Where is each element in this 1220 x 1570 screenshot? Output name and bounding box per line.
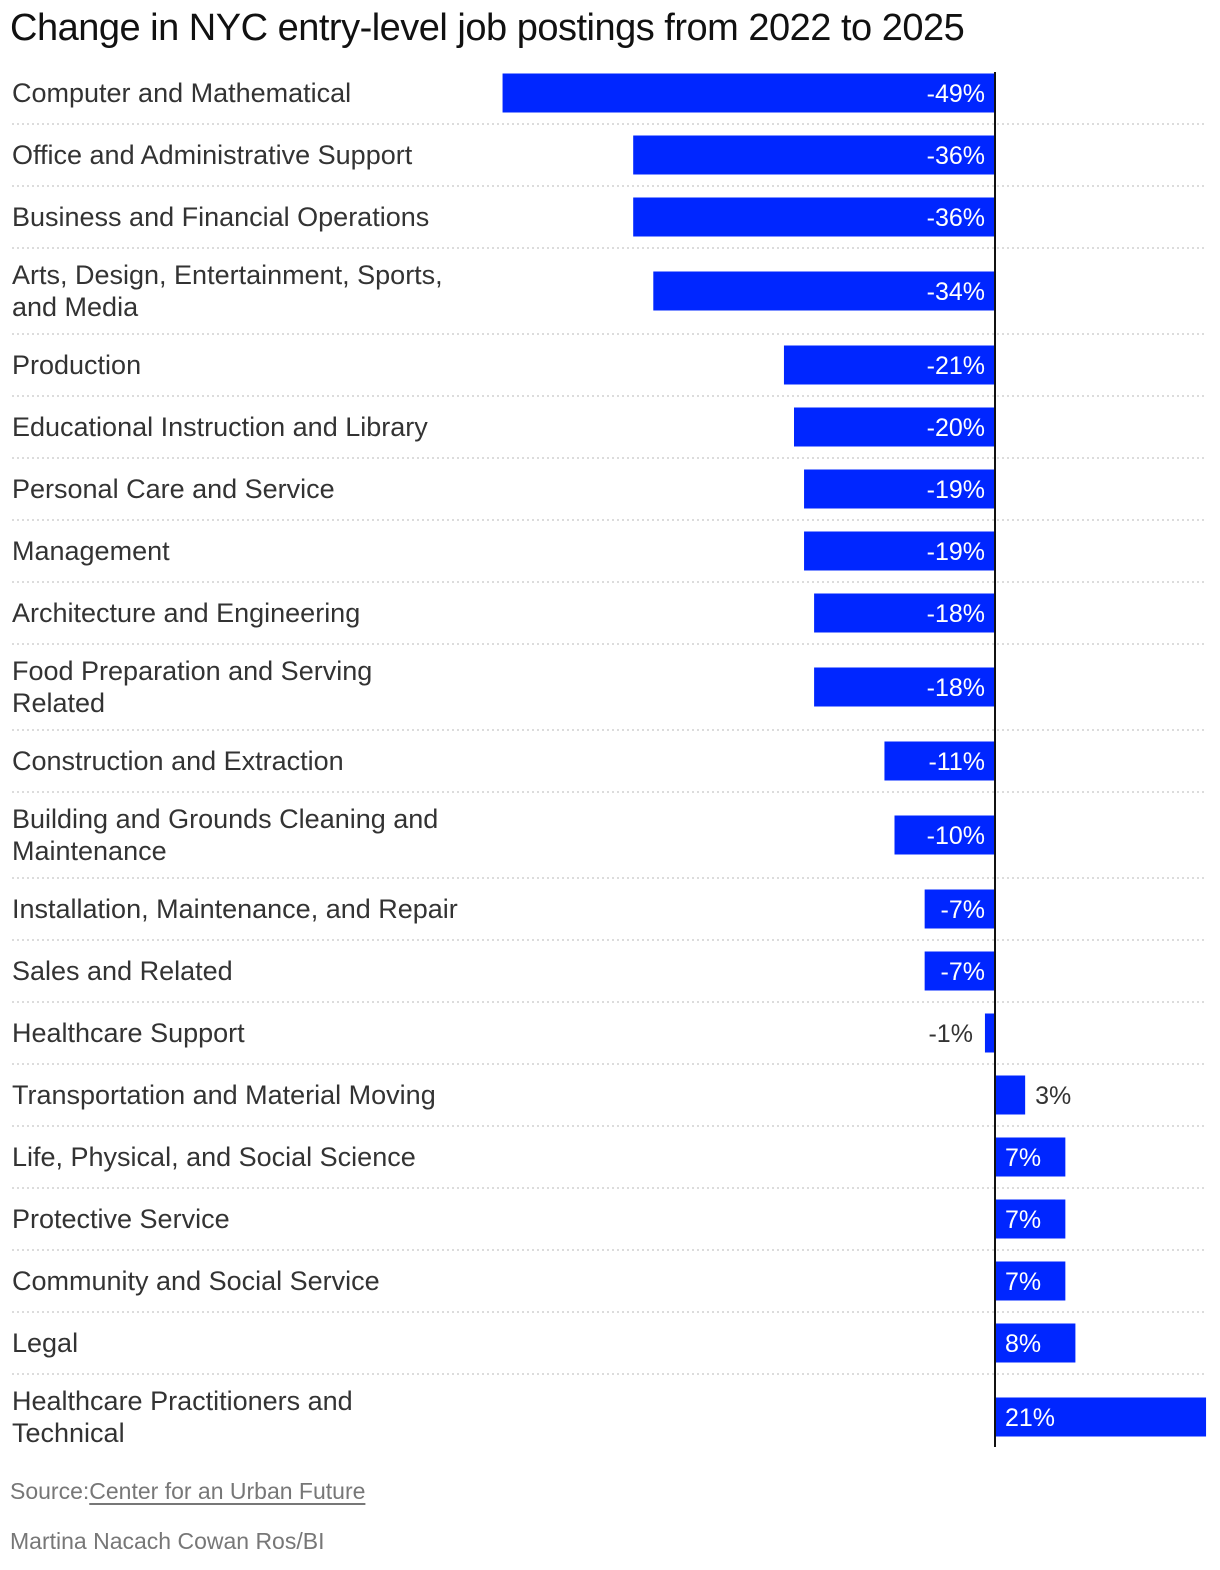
bar-row: Healthcare Support -1% [12, 1013, 1206, 1065]
category-label: Personal Care and Service [12, 474, 335, 504]
bar [924, 951, 995, 991]
bar [995, 1261, 1066, 1301]
bar-row: Production -21% [12, 345, 1206, 397]
bar-row: Life, Physical, and Social Science 7% [12, 1137, 1206, 1189]
bar [653, 271, 995, 311]
value-label: -20% [927, 414, 985, 442]
bar [814, 667, 995, 707]
category-label: Management [12, 536, 170, 566]
category-label: Arts, Design, Entertainment, Sports, and … [12, 260, 443, 322]
value-label: 8% [1005, 1330, 1041, 1358]
category-label: Production [12, 350, 141, 380]
category-label: Legal [12, 1328, 78, 1358]
value-label: -36% [927, 204, 985, 232]
value-label: -1% [928, 1020, 972, 1048]
bar [995, 1137, 1066, 1177]
bar [884, 741, 995, 781]
category-label: Computer and Mathematical [12, 78, 351, 108]
bar [794, 407, 995, 447]
category-label: Installation, Maintenance, and Repair [12, 894, 458, 924]
value-label: -18% [927, 600, 985, 628]
bar [984, 1013, 995, 1053]
bar [995, 1397, 1207, 1437]
value-label: -21% [927, 352, 985, 380]
value-label: 3% [1035, 1082, 1071, 1110]
bar-row: Construction and Extraction -11% [12, 741, 1206, 793]
bar-row: Protective Service 7% [12, 1199, 1206, 1251]
value-label: 7% [1005, 1268, 1041, 1296]
bar-row: Legal 8% [12, 1323, 1206, 1375]
bar-row: Management -19% [12, 531, 1206, 583]
bar-row: Architecture and Engineering -18% [12, 593, 1206, 645]
bar [814, 593, 995, 633]
value-label: -7% [941, 896, 985, 924]
category-label: Architecture and Engineering [12, 598, 360, 628]
value-label: -18% [927, 674, 985, 702]
source-note: Source:Center for an Urban Future [10, 1478, 365, 1505]
category-label: Office and Administrative Support [12, 140, 413, 170]
bar [804, 531, 995, 571]
bar [502, 73, 995, 113]
bar-row: Office and Administrative Support -36% [12, 135, 1206, 187]
category-label: Educational Instruction and Library [12, 412, 428, 442]
bar [804, 469, 995, 509]
bar-row: Sales and Related -7% [12, 951, 1206, 1003]
value-label: -19% [927, 538, 985, 566]
category-label: Community and Social Service [12, 1266, 380, 1296]
credit-line: Martina Nacach Cowan Ros/BI [10, 1528, 325, 1554]
value-label: 7% [1005, 1144, 1041, 1172]
category-label: Life, Physical, and Social Science [12, 1142, 416, 1172]
bar-chart: Computer and Mathematical -49% Office and … [12, 72, 1207, 1448]
category-label: Sales and Related [12, 956, 233, 986]
bar [995, 1323, 1076, 1363]
value-label: 21% [1005, 1404, 1055, 1432]
chart-title: Change in NYC entry-level job postings f… [10, 7, 965, 49]
value-label: -34% [927, 278, 985, 306]
bar [633, 135, 995, 175]
bar [894, 815, 995, 855]
value-label: -7% [941, 958, 985, 986]
bar [633, 197, 995, 237]
value-label: -11% [928, 748, 985, 776]
value-label: -49% [927, 80, 985, 108]
bar-row: Arts, Design, Entertainment, Sports, and … [12, 260, 1206, 335]
bar [783, 345, 995, 385]
value-label: -36% [927, 142, 985, 170]
bar-row: Educational Instruction and Library -20% [12, 407, 1206, 459]
value-label: 7% [1005, 1206, 1041, 1234]
category-label: Healthcare Support [12, 1018, 245, 1048]
bar-row: Transportation and Material Moving 3% [12, 1075, 1206, 1127]
bar-row: Community and Social Service 7% [12, 1261, 1206, 1313]
category-label: Construction and Extraction [12, 746, 344, 776]
category-label: Food Preparation and Serving Related [12, 656, 372, 718]
source-link[interactable]: Center for an Urban Future [89, 1478, 366, 1504]
bar [995, 1075, 1026, 1115]
value-label: -10% [927, 822, 985, 850]
category-label: Healthcare Practitioners and Technical [12, 1386, 353, 1448]
bar [924, 889, 995, 929]
category-label: Protective Service [12, 1204, 230, 1234]
bar-row: Food Preparation and Serving Related -18% [12, 656, 1206, 731]
value-label: -19% [927, 476, 985, 504]
bar-row: Personal Care and Service -19% [12, 469, 1206, 521]
source-prefix: Source: [10, 1478, 90, 1504]
bar-row: Computer and Mathematical -49% [12, 73, 1206, 125]
bar-row: Building and Grounds Cleaning and Mainten… [12, 804, 1206, 879]
bar-row: Installation, Maintenance, and Repair -7% [12, 889, 1206, 941]
bar-row: Healthcare Practitioners and Technical 21% [12, 1386, 1207, 1448]
category-label: Building and Grounds Cleaning and Mainten… [12, 804, 438, 866]
bar [995, 1199, 1066, 1239]
category-label: Business and Financial Operations [12, 202, 429, 232]
category-label: Transportation and Material Moving [12, 1080, 436, 1110]
bar-row: Business and Financial Operations -36% [12, 197, 1206, 249]
